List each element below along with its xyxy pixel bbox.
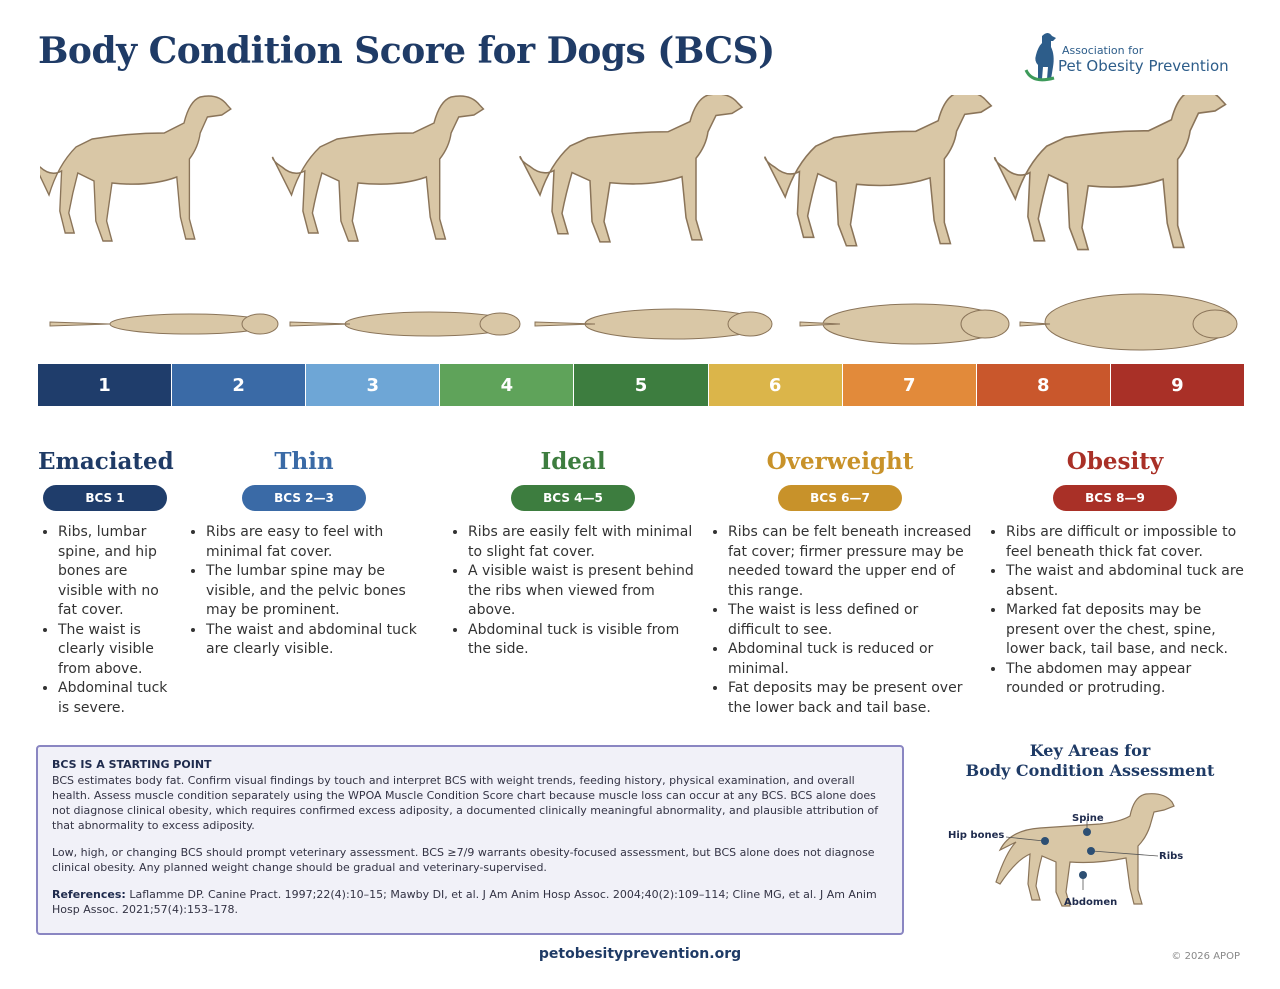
label-ribs: Ribs (1159, 851, 1184, 862)
bullet-list: Ribs are easy to feel with minimal fat c… (186, 523, 422, 660)
dog-top-bcs5 (534, 308, 773, 340)
bcs-badge: BCS 4—5 (511, 485, 635, 511)
bcs-badge: BCS 8—9 (1053, 485, 1177, 511)
list-item: Ribs can be felt beneath increased fat c… (728, 523, 972, 601)
bcs-badge: BCS 2—3 (242, 485, 366, 511)
side-view-dogs (40, 95, 1227, 251)
note-paragraph-1: BCS estimates body fat. Confirm visual f… (52, 774, 879, 832)
starting-point-note: BCS IS A STARTING POINT BCS estimates bo… (36, 745, 904, 935)
list-item: The abdomen may appear rounded or protru… (1006, 660, 1244, 699)
scale-seg-1: 1 (38, 364, 173, 406)
list-item: Fat deposits may be present over the low… (728, 679, 972, 718)
scale-seg-7: 7 (842, 364, 977, 406)
key-areas-title: Key Areas for Body Condition Assessment (950, 741, 1230, 781)
note-heading: BCS IS A STARTING POINT (52, 758, 212, 771)
list-item: The waist and abdominal tuck are clearly… (206, 621, 422, 660)
references-label: References: (52, 888, 126, 901)
list-item: Abdominal tuck is visible from the side. (468, 621, 698, 660)
category-title: Obesity (1066, 448, 1164, 475)
scale-seg-2: 2 (172, 364, 307, 406)
references-text: Laflamme DP. Canine Pract. 1997;22(4):10… (52, 888, 877, 916)
dog-silhouette-icon (1024, 33, 1056, 82)
key-areas-title-line-2: Body Condition Assessment (965, 761, 1215, 780)
scale-seg-4: 4 (440, 364, 575, 406)
list-item: Abdominal tuck is severe. (58, 679, 172, 718)
note-paragraph-2: Low, high, or changing BCS should prompt… (52, 846, 875, 874)
bcs-badge: BCS 1 (43, 485, 167, 511)
list-item: A visible waist is present behind the ri… (468, 562, 698, 621)
dog-side-bcs3 (271, 95, 485, 242)
scale-seg-3: 3 (306, 364, 441, 406)
category-emaciated: Emaciated BCS 1 Ribs, lumbar spine, and … (38, 448, 174, 718)
category-title: Ideal (540, 448, 606, 475)
website-link[interactable]: petobesityprevention.org (538, 946, 742, 962)
key-areas-title-line-1: Key Areas for (1029, 741, 1151, 760)
logo-line-2: Pet Obesity Prevention (1058, 57, 1229, 75)
key-areas-diagram: Hip bones Spine Ribs Abdomen (940, 790, 1230, 930)
list-item: The waist is clearly visible from above. (58, 621, 172, 680)
list-item: The waist is less defined or difficult t… (728, 601, 972, 640)
list-item: The lumbar spine may be visible, and the… (206, 562, 422, 621)
category-obesity: Obesity BCS 8—9 Ribs are difficult or im… (986, 448, 1244, 699)
bcs-scale-bar: 1 2 3 4 5 6 7 8 9 (38, 364, 1244, 406)
dog-side-bcs9 (993, 95, 1227, 251)
list-item: Ribs are difficult or impossible to feel… (1006, 523, 1244, 562)
bullet-list: Ribs are difficult or impossible to feel… (986, 523, 1244, 699)
list-item: Ribs are easy to feel with minimal fat c… (206, 523, 422, 562)
list-item: Marked fat deposits may be present over … (1006, 601, 1244, 660)
category-ideal: Ideal BCS 4—5 Ribs are easily felt with … (448, 448, 698, 660)
top-view-dogs (49, 293, 1238, 351)
page-title: Body Condition Score for Dogs (BCS) (38, 30, 775, 72)
list-item: Ribs, lumbar spine, and hip bones are vi… (58, 523, 172, 621)
dog-top-bcs7 (799, 303, 1010, 345)
scale-seg-5: 5 (574, 364, 709, 406)
bcs-badge: BCS 6—7 (778, 485, 902, 511)
references: References: Laflamme DP. Canine Pract. 1… (52, 887, 888, 917)
scale-seg-8: 8 (976, 364, 1111, 406)
scale-seg-6: 6 (708, 364, 843, 406)
category-title: Thin (274, 448, 334, 475)
category-title: Overweight (766, 448, 914, 475)
dog-top-bcs9 (1019, 293, 1238, 351)
list-item: The waist and abdominal tuck are absent. (1006, 562, 1244, 601)
bullet-list: Ribs, lumbar spine, and hip bones are vi… (38, 523, 172, 718)
dog-side-bcs7 (764, 95, 993, 247)
category-thin: Thin BCS 2—3 Ribs are easy to feel with … (186, 448, 422, 660)
dog-side-bcs5 (519, 95, 743, 243)
dog-top-bcs3 (289, 311, 521, 337)
logo-line-1: Association for (1062, 44, 1144, 57)
label-spine: Spine (1072, 813, 1104, 824)
bullet-list: Ribs are easily felt with minimal to sli… (448, 523, 698, 660)
list-item: Abdominal tuck is reduced or minimal. (728, 640, 972, 679)
category-title: Emaciated (38, 448, 174, 475)
dog-side-bcs1 (40, 95, 232, 242)
copyright: © 2026 APOP (1171, 951, 1240, 962)
label-hip-bones: Hip bones (948, 830, 1005, 841)
scale-seg-9: 9 (1110, 364, 1244, 406)
dog-top-bcs1 (49, 313, 279, 335)
apop-logo[interactable]: Association for Pet Obesity Prevention (1022, 30, 1252, 86)
list-item: Ribs are easily felt with minimal to sli… (468, 523, 698, 562)
category-overweight: Overweight BCS 6—7 Ribs can be felt bene… (708, 448, 972, 718)
bullet-list: Ribs can be felt beneath increased fat c… (708, 523, 972, 718)
key-dog-illustration (995, 793, 1175, 907)
label-abdomen: Abdomen (1064, 897, 1118, 908)
